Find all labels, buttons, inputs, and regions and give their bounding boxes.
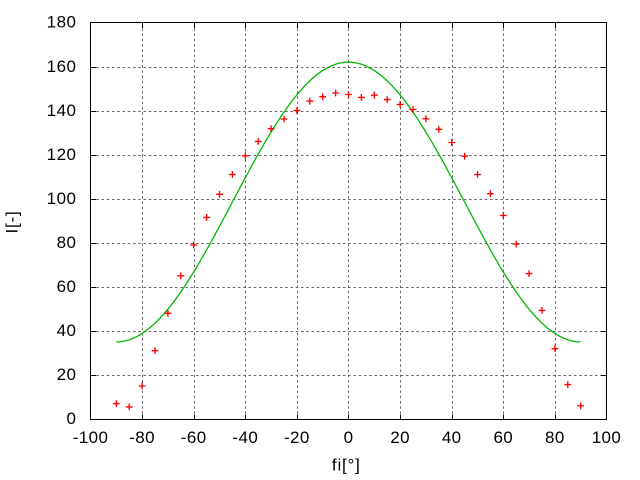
- svg-text:140: 140: [47, 101, 77, 120]
- svg-text:100: 100: [592, 428, 622, 447]
- svg-text:fi[°]: fi[°]: [332, 456, 361, 475]
- svg-text:20: 20: [390, 428, 410, 447]
- svg-text:-80: -80: [129, 428, 155, 447]
- svg-text:I[-]: I[-]: [2, 210, 21, 233]
- svg-text:100: 100: [47, 189, 77, 208]
- svg-text:180: 180: [47, 13, 77, 32]
- svg-text:20: 20: [57, 365, 77, 384]
- svg-text:-100: -100: [73, 428, 109, 447]
- svg-text:80: 80: [545, 428, 565, 447]
- svg-text:0: 0: [67, 409, 77, 428]
- svg-text:-40: -40: [232, 428, 258, 447]
- svg-text:80: 80: [57, 233, 77, 252]
- svg-text:0: 0: [344, 428, 354, 447]
- svg-text:40: 40: [442, 428, 462, 447]
- svg-text:60: 60: [493, 428, 513, 447]
- svg-text:40: 40: [57, 321, 77, 340]
- svg-text:60: 60: [57, 277, 77, 296]
- svg-text:160: 160: [47, 57, 77, 76]
- svg-text:-60: -60: [181, 428, 207, 447]
- svg-text:120: 120: [47, 145, 77, 164]
- svg-text:-20: -20: [284, 428, 310, 447]
